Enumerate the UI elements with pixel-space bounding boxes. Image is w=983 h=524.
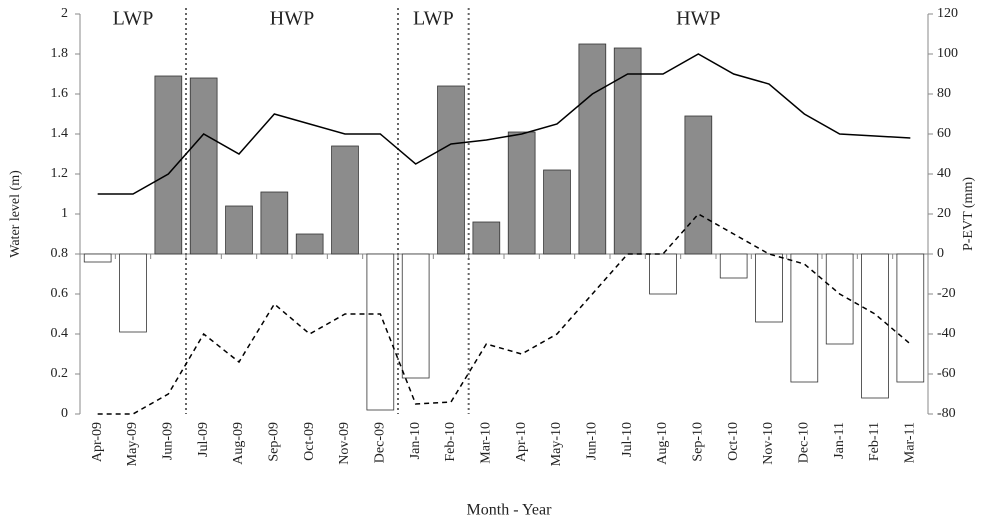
x-tick-label: Feb-11 [867,422,882,461]
line [97,53,911,195]
y2-tick-label: -20 [937,286,956,301]
period-label: HWP [270,8,314,30]
bar [896,253,925,383]
bar [543,169,571,255]
bar [154,75,183,255]
x-tick-label: Jul-10 [620,422,635,457]
x-tick-label: May-10 [549,422,564,466]
period-label: LWP [413,8,454,30]
y-tick-label: 0.2 [51,366,69,381]
bar [755,253,783,323]
x-tick-label: Jun-10 [585,422,600,460]
bar [331,145,359,255]
y2-tick-label: 120 [937,6,958,21]
y-tick-label: 1 [61,206,68,221]
bar [401,253,430,379]
x-tick-label: Sep-10 [691,422,706,462]
y2-tick-label: 40 [937,166,951,181]
x-tick-label: Oct-09 [302,422,317,461]
y2-tick-label: 0 [937,246,944,261]
bar [649,253,677,295]
bar [613,47,642,255]
bar [225,205,253,255]
y2-tick-label: 100 [937,46,958,61]
period-label: LWP [113,8,154,30]
y2-tick-label: 80 [937,86,951,101]
x-tick-label: Jan-10 [408,422,423,459]
x-tick-label: Sep-09 [267,422,282,462]
x-tick-label: Mar-11 [903,422,918,463]
bar [472,221,501,255]
x-tick-label: Apr-09 [90,422,105,462]
y-axis-title: Water level (m) [8,170,23,258]
y2-tick-label: 20 [937,206,951,221]
y-tick-label: 1.6 [51,86,69,101]
x-tick-label: Aug-10 [655,422,670,465]
x-tick-label: Nov-09 [337,422,352,465]
x-tick-label: Aug-09 [231,422,246,465]
bar [366,253,395,411]
period-label: HWP [676,8,720,30]
bar [684,115,713,255]
y2-tick-label: -80 [937,406,956,421]
x-tick-label: May-09 [125,422,140,466]
y2-tick-label: 60 [937,126,951,141]
bar [119,253,147,333]
x-tick-label: Jul-09 [196,422,211,457]
bar [861,253,889,399]
y-tick-label: 1.2 [51,166,69,181]
x-axis-title: Month - Year [467,502,553,519]
y-tick-label: 0.6 [51,286,69,301]
bar [295,233,324,255]
x-tick-label: Dec-10 [797,422,812,463]
bar [83,253,112,263]
x-tick-label: Apr-10 [514,422,529,462]
x-tick-label: Jan-11 [832,422,847,459]
x-tick-label: Oct-10 [726,422,741,461]
bar [260,191,289,255]
x-tick-label: Nov-10 [761,422,776,465]
y-tick-label: 0.8 [51,246,69,261]
bar [578,43,607,255]
bar [507,131,536,255]
bar [719,253,748,279]
bar [437,85,465,255]
y-tick-label: 0 [61,406,68,421]
bar [189,77,218,255]
x-tick-label: Dec-09 [373,422,388,463]
x-tick-label: Mar-10 [479,422,494,464]
bar [790,253,819,383]
y2-tick-label: -60 [937,366,956,381]
y-tick-label: 0.4 [51,326,69,341]
y-tick-label: 1.8 [51,46,69,61]
y-tick-label: 1.4 [51,126,69,141]
y2-axis-title: P-EVT (mm) [961,177,976,251]
x-tick-label: Feb-10 [443,422,458,462]
x-tick-label: Jun-09 [161,422,176,460]
y2-tick-label: -40 [937,326,956,341]
line [97,213,911,415]
y-tick-label: 2 [61,6,68,21]
